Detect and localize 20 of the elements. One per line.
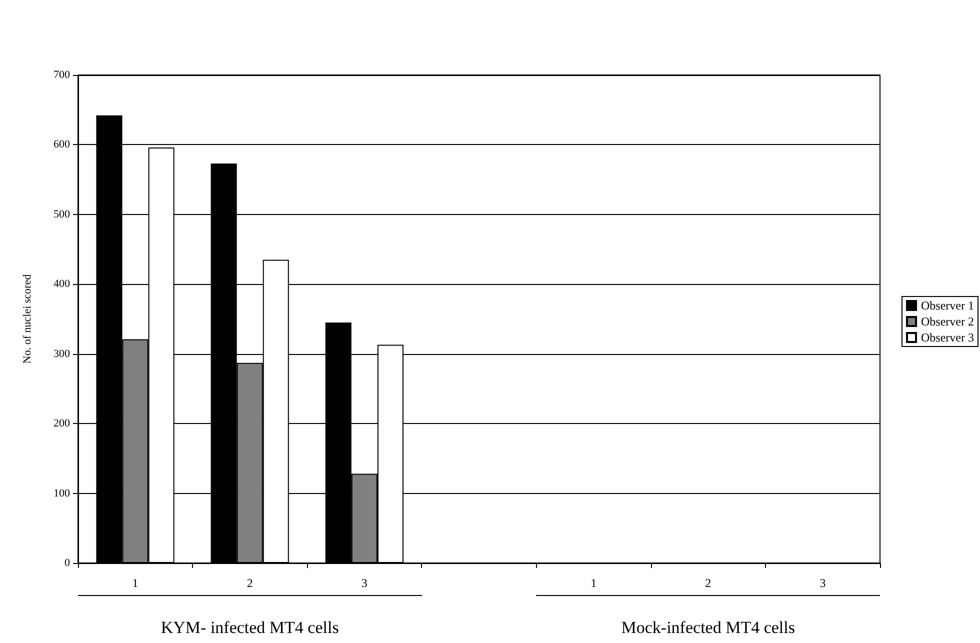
text: KYM- infected MT4 cells	[78, 595, 422, 638]
text: Mock-infected MT4 cells	[536, 595, 880, 638]
x-tick-label: 2	[246, 576, 253, 590]
x-tick-label: 3	[361, 576, 368, 590]
y-tick-label: 200	[54, 418, 70, 430]
y-tick-label: 100	[54, 487, 70, 500]
y-tick-label: 500	[54, 208, 70, 220]
x-tick-label: 1	[132, 576, 138, 590]
y-axis-title: No. of nuclei scored	[22, 274, 34, 364]
x-tick-label: 1	[590, 576, 597, 590]
x-tick-label: 2	[705, 576, 712, 590]
y-tick-label: 0	[64, 557, 70, 569]
legend-label: Observer 2	[921, 314, 974, 328]
y-tick-label: 700	[54, 69, 70, 81]
legend-label: Observer 1	[921, 298, 974, 312]
y-tick-label: 600	[54, 138, 70, 151]
x-tick-label: 3	[820, 576, 826, 590]
legend-label: Observer 3	[921, 330, 974, 344]
y-tick-label: 300	[54, 348, 70, 360]
y-tick-label: 400	[54, 278, 70, 290]
